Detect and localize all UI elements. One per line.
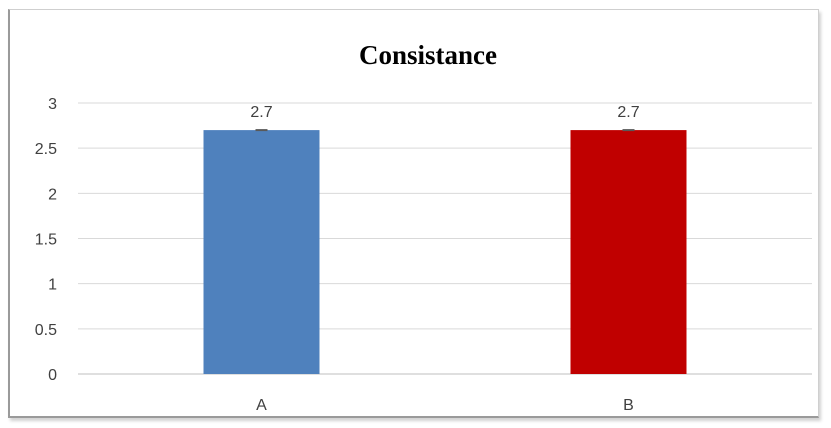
y-tick-label: 1.5 (35, 232, 57, 249)
y-tick-label: 3 (48, 96, 57, 113)
chart-title: Consistance (359, 40, 497, 70)
bar-b (570, 130, 687, 374)
y-tick-label: 2 (48, 186, 57, 203)
bars (203, 130, 687, 374)
y-tick-label: 2.5 (35, 141, 57, 158)
data-label-b: 2.7 (617, 104, 639, 121)
data-labels: 2.7 2.7 (250, 104, 639, 121)
gridlines (78, 102, 812, 375)
y-tick-label: 1 (48, 277, 57, 294)
y-axis-tick-labels: 0 0.5 1 1.5 2 2.5 3 (35, 96, 57, 384)
y-tick-label: 0.5 (35, 322, 57, 339)
x-tick-label-b: B (623, 397, 634, 414)
data-label-a: 2.7 (250, 104, 272, 121)
bar-a (203, 130, 320, 374)
x-tick-label-a: A (256, 397, 267, 414)
y-tick-label: 0 (48, 367, 57, 384)
